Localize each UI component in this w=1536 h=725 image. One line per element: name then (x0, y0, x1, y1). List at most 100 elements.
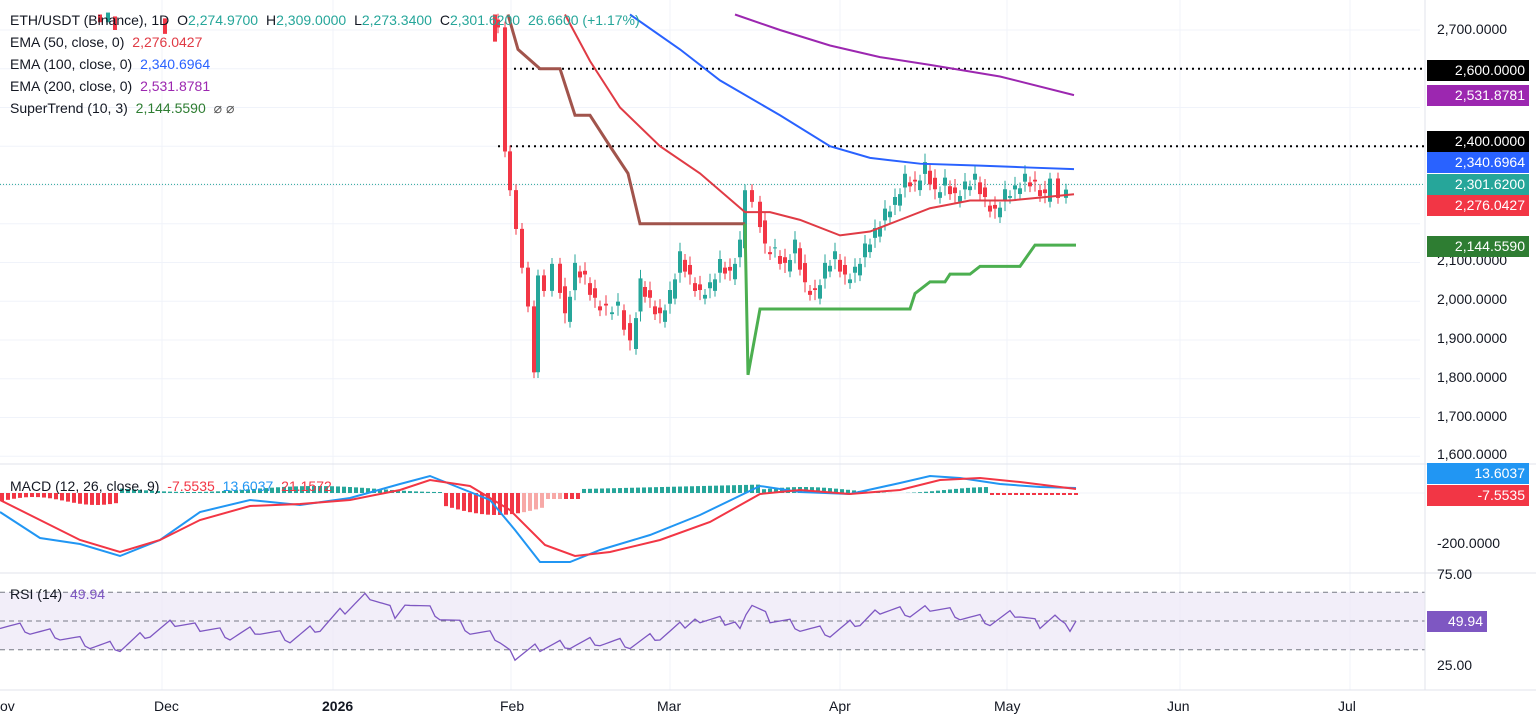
candle-body (723, 267, 727, 274)
time-label: Feb (500, 698, 525, 714)
ema200-value: 2,531.8781 (140, 78, 211, 94)
candle-body (863, 243, 867, 258)
ema100-tag: 2,340.6964 (1427, 152, 1529, 173)
macd-hist-bar (690, 486, 694, 493)
candle-body (1028, 182, 1032, 187)
candle-body (813, 288, 817, 291)
candle-body (883, 208, 887, 221)
rsi-legend: RSI (14) 49.94 (10, 583, 109, 605)
high-label: H (265, 12, 277, 28)
macd-hist-bar (558, 493, 562, 499)
macd-signal-value: 21.1572 (281, 478, 332, 494)
candle-body (868, 244, 872, 253)
macd-hist-tag: -7.5535 (1427, 485, 1529, 506)
candle-body (1043, 189, 1047, 194)
candle-body (622, 310, 626, 330)
macd-hist-bar (264, 488, 268, 493)
candle-body (1056, 178, 1060, 198)
macd-hist-bar (1044, 493, 1048, 495)
ema50-line (564, 14, 1075, 237)
rsi-pane (0, 592, 1077, 662)
candle-body (758, 201, 762, 228)
supertrend-name: SuperTrend (10, 3) (10, 100, 128, 116)
candle-body (1038, 190, 1042, 197)
candle-body (683, 259, 687, 272)
supertrend-up-line (743, 223, 1076, 376)
macd-hist-bar (684, 486, 688, 493)
price-axis-label: 2,700.0000 (1437, 21, 1508, 37)
macd-hist-bar (582, 488, 586, 493)
ema100-value: 2,340.6964 (140, 56, 211, 72)
level-2400-tag: 2,400.0000 (1427, 131, 1529, 152)
macd-hist-bar (768, 488, 772, 493)
supertrend-value: 2,144.5590 (135, 100, 206, 116)
candle-body (1013, 185, 1017, 190)
candle-body (598, 306, 602, 311)
ema200-name: EMA (200, close, 0) (10, 78, 133, 94)
candle-body (493, 14, 497, 42)
macd-pane (0, 474, 1425, 563)
macd-hist-bar (102, 493, 106, 505)
candle-body (508, 151, 512, 191)
candle-body (948, 186, 952, 195)
candle-body (532, 306, 536, 373)
ema50-legend: EMA (50, close, 0) 2,276.0427 (10, 31, 206, 53)
macd-hist-bar (990, 493, 994, 495)
macd-hist-bar (78, 493, 82, 504)
ema100-legend: EMA (100, close, 0) 2,340.6964 (10, 53, 214, 75)
macd-line (0, 474, 1077, 563)
level-lines (0, 67, 1425, 185)
rsi-tag: 49.94 (1427, 611, 1487, 632)
macd-hist-bar (414, 491, 418, 493)
macd-hist-bar (1062, 493, 1066, 495)
candle-body (610, 312, 614, 315)
level-2600-tag: 2,600.0000 (1427, 60, 1529, 81)
candle-body (968, 186, 972, 191)
macd-hist-bar (954, 488, 958, 493)
macd-hist-bar (12, 493, 16, 499)
macd-hist-bar (432, 491, 436, 493)
macd-hist-bar (480, 493, 484, 515)
macd-hist-bar (240, 489, 244, 493)
candle-body (163, 18, 167, 34)
macd-hist-bar (306, 486, 310, 493)
macd-signal-line (0, 476, 1077, 558)
macd-hist-bar (834, 488, 838, 493)
macd-value: 13.6037 (222, 478, 274, 494)
macd-hist-bar (1008, 493, 1012, 495)
candle-body (658, 307, 662, 314)
candle-body (878, 227, 882, 237)
rsi-axis-label: 75.00 (1437, 566, 1473, 582)
macd-hist-bar (960, 488, 964, 493)
candle-body (1048, 178, 1052, 202)
macd-hist-bar (276, 487, 280, 493)
candle-body (853, 266, 857, 273)
candle-body (823, 262, 827, 279)
macd-hist-bar (816, 487, 820, 493)
macd-hist-bar (846, 489, 850, 493)
candle-body (648, 290, 652, 298)
candle-body (1023, 173, 1027, 182)
macd-hist-bar (840, 489, 844, 493)
macd-hist-bar (570, 493, 574, 499)
macd-hist-bar (402, 490, 406, 493)
candle-body (798, 248, 802, 270)
macd-hist-bar (726, 485, 730, 493)
macd-hist-bar (546, 493, 550, 499)
macd-hist-bar (588, 488, 592, 493)
candle-body (718, 259, 722, 273)
candle-body (693, 283, 697, 291)
macd-hist-bar (90, 493, 94, 505)
macd-hist-bar (120, 488, 124, 493)
macd-hist-bar (378, 489, 382, 493)
macd-hist-bar (246, 489, 250, 493)
macd-hist-bar (540, 493, 544, 508)
candle-body (988, 205, 992, 212)
candle-body (783, 257, 787, 263)
macd-hist-bar (630, 487, 634, 493)
macd-hist-bar (696, 486, 700, 493)
time-label: Jul (1338, 698, 1356, 714)
candle-body (588, 283, 592, 295)
candle-body (503, 27, 507, 152)
